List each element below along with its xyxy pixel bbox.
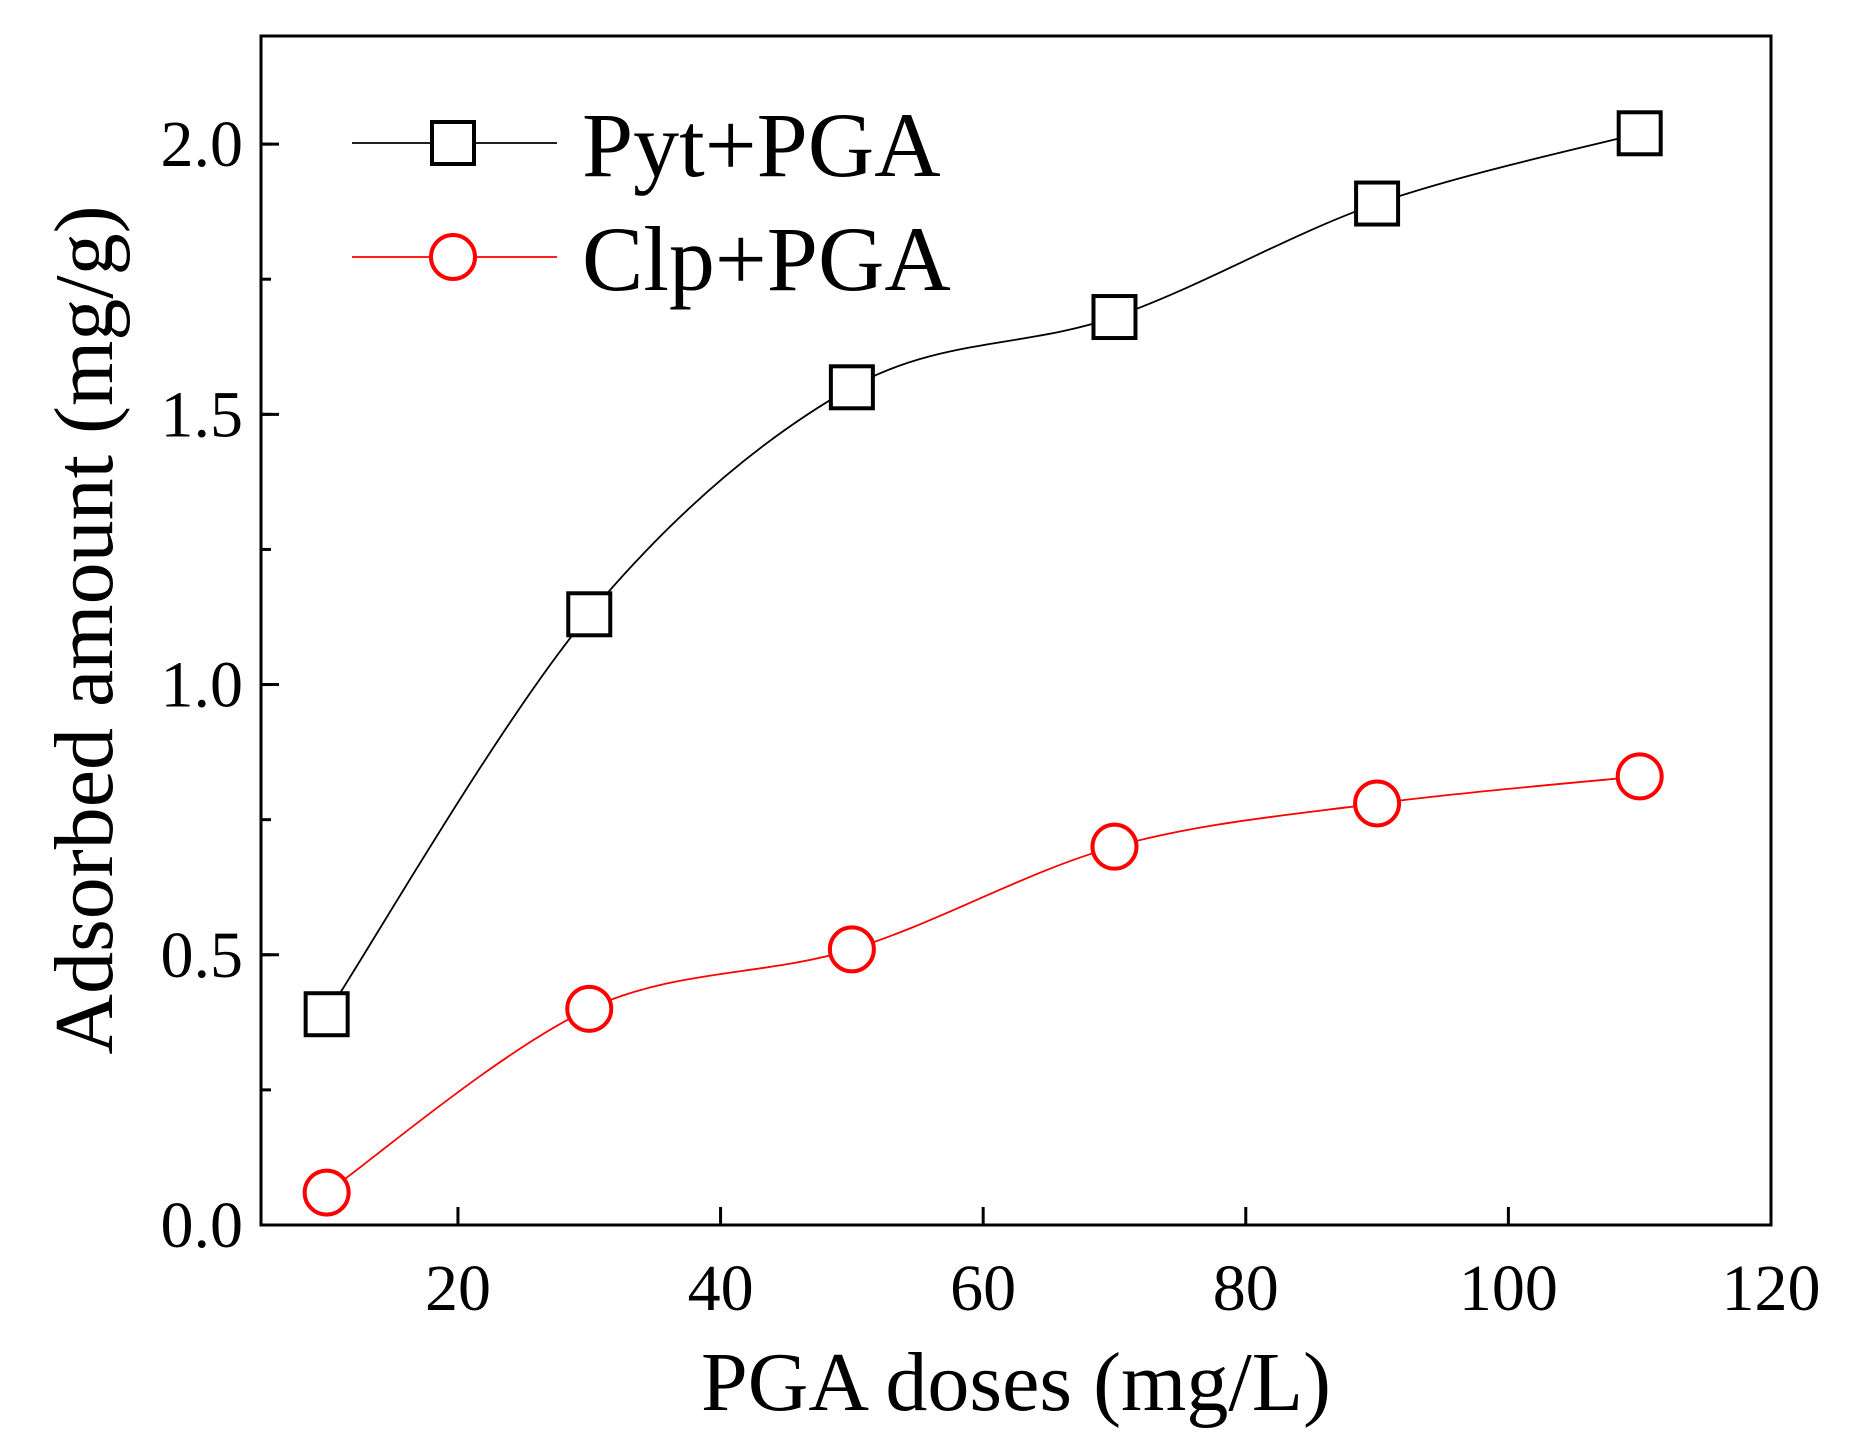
square-data-point <box>1616 110 1663 157</box>
square-data-point <box>1091 294 1138 341</box>
circle-data-point <box>1090 822 1139 871</box>
series-line <box>326 775 1640 1194</box>
x-tick-label: 120 <box>1722 1252 1821 1325</box>
legend-label: Clp+PGA <box>582 208 951 310</box>
square-data-point <box>566 591 613 638</box>
x-tick-label: 80 <box>1213 1252 1279 1325</box>
legend-circle-marker <box>429 233 477 281</box>
legend-entry: Pyt+PGA <box>352 94 941 196</box>
x-tick-label: 20 <box>425 1252 491 1325</box>
x-tick-label: 60 <box>950 1252 1016 1325</box>
circle-data-point <box>565 984 614 1033</box>
series-line <box>325 132 1640 1015</box>
y-tick-label: 0.5 <box>161 919 244 992</box>
circle-data-point <box>827 925 876 974</box>
series-clp-pga <box>302 752 1664 1217</box>
y-tick-label: 0.0 <box>161 1189 244 1262</box>
square-data-point <box>303 991 350 1038</box>
y-tick-label: 1.5 <box>161 378 244 451</box>
series-pyt-pga <box>303 110 1663 1038</box>
square-data-point <box>828 364 875 411</box>
legend-entry: Clp+PGA <box>352 208 951 310</box>
x-tick-label: 100 <box>1459 1252 1558 1325</box>
x-tick-label: 40 <box>688 1252 754 1325</box>
plot-frame <box>259 34 1773 1227</box>
y-tick-label: 1.0 <box>161 649 244 722</box>
x-axis-title: PGA doses (mg/L) <box>701 1336 1331 1429</box>
legend-square-marker <box>430 120 476 166</box>
y-axis-title: Adsorbed amount (mg/g) <box>38 205 131 1054</box>
circle-data-point <box>1353 779 1402 828</box>
circle-data-point <box>302 1168 351 1217</box>
y-tick-label: 2.0 <box>161 108 244 181</box>
square-data-point <box>1354 180 1401 227</box>
circle-data-point <box>1615 752 1664 801</box>
legend-label: Pyt+PGA <box>582 94 941 196</box>
